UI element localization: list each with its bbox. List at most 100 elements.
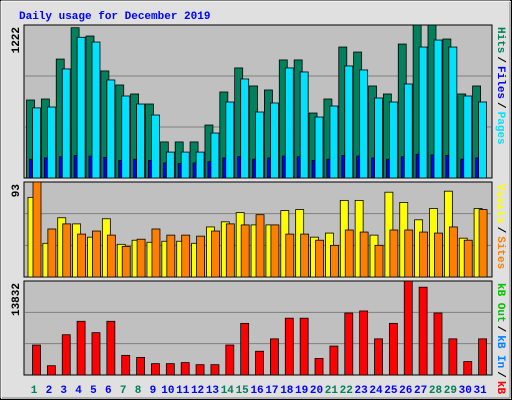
bar [165,363,175,376]
bar [210,132,220,179]
bar [46,365,56,376]
legend-separator: / [494,326,506,333]
bar [166,234,176,278]
x-tick-label: 21 [325,385,339,397]
x-tick-label: 19 [295,385,308,397]
x-tick-label: 6 [105,385,112,397]
x-tick-label: 17 [265,385,278,397]
x-tick-label: 1 [31,385,38,397]
bar [374,97,383,179]
bar [165,151,175,179]
bar [106,79,116,179]
legend-separator: / [494,102,506,109]
x-tick-label: 15 [236,385,250,397]
bar [47,228,57,278]
legend-entry: Hits [494,27,506,53]
bar [32,107,41,179]
x-tick-label: 12 [191,385,204,397]
bar [314,116,324,179]
bar [121,354,131,376]
x-tick-label: 13 [206,385,220,397]
bar [106,234,116,278]
bar [136,238,146,278]
bar [448,226,458,278]
bar [463,95,473,179]
bar [344,65,354,179]
bar [76,36,86,179]
bar [255,111,264,179]
bar [240,224,250,278]
bar [106,320,116,376]
bar [46,106,56,179]
bar [419,231,429,278]
bar [61,68,71,179]
bar [210,364,220,376]
bar [299,317,309,376]
bar [181,234,191,278]
bar [329,345,339,376]
bar [388,101,398,179]
x-tick-label: 20 [310,385,323,397]
x-tick-label: 25 [384,385,398,397]
x-tick-label: 18 [280,385,294,397]
bar [61,334,71,376]
bar [211,230,220,278]
legend: Hits / Files / Pages [494,27,506,145]
bar [270,102,279,179]
bar [359,69,369,179]
bar [151,228,161,278]
bar [478,338,488,376]
bar [285,233,295,278]
bar [121,245,131,278]
bar [195,364,205,376]
x-tick-label: 7 [120,385,127,397]
bar [180,362,190,376]
bar [225,223,235,278]
bar [418,286,428,376]
legend-separator: / [494,371,506,378]
y-tick-label: 93 [11,184,23,198]
x-tick-label: 28 [429,385,443,397]
x-tick-label: 11 [176,385,190,397]
x-tick-label: 27 [414,385,427,397]
bar [240,322,250,376]
bar [433,39,443,179]
bar [448,338,458,376]
bar [448,46,458,179]
bar [270,224,280,278]
bar [478,101,488,179]
x-tick-label: 30 [459,385,472,397]
bar [404,229,414,278]
x-tick-label: 10 [161,385,174,397]
bar [478,209,488,278]
legend-entry: kB Out [494,283,506,323]
legend-entry: kB F [494,381,506,400]
bar [344,312,354,376]
bar [463,239,473,278]
legend-entry: kB In [494,335,506,368]
bar [240,78,250,179]
legend-separator: / [494,227,506,234]
bar [225,344,235,376]
bar [418,46,428,179]
bar [403,83,413,179]
bar [32,344,41,376]
bar [300,233,310,278]
legend-entry: Visits [494,184,506,224]
x-tick-label: 5 [90,385,97,397]
x-tick-label: 8 [135,385,142,397]
bar [403,280,413,376]
bar [329,105,339,179]
bar [434,232,443,278]
bar [255,350,264,376]
x-tick-label: 24 [369,385,383,397]
bar [388,322,398,376]
bar [389,229,399,278]
bar [76,320,86,376]
x-tick-label: 31 [473,385,487,397]
bar [196,235,205,278]
legend-entry: Pages [494,112,506,145]
bar [32,181,42,278]
legend: Visits / Sites [494,184,506,269]
